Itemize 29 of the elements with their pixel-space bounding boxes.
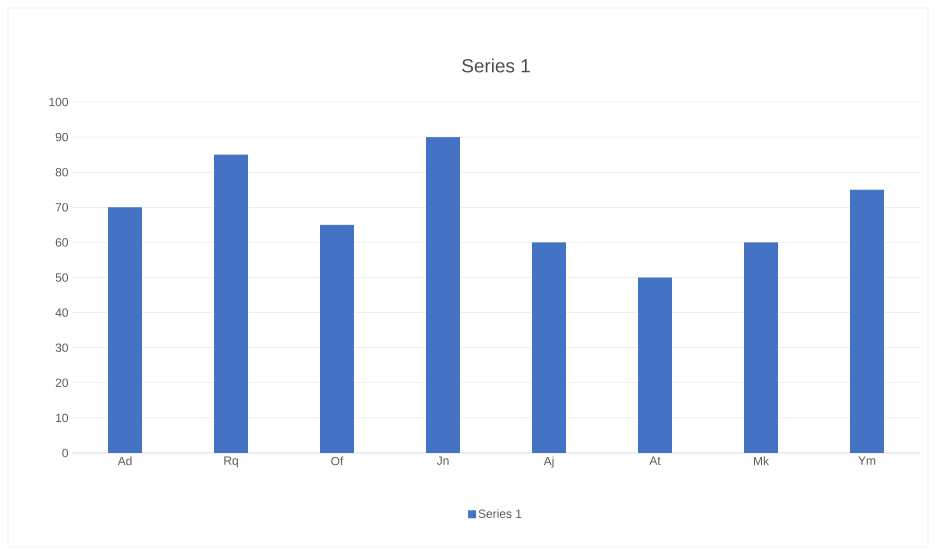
y-tick-label: 70 — [56, 203, 68, 212]
y-tick-label: 30 — [56, 343, 68, 352]
x-tick-label: Jn — [436, 456, 449, 465]
y-tick-label: 80 — [56, 168, 68, 176]
x-tick-label: At — [649, 456, 661, 465]
x-tick-label: Ad — [118, 456, 132, 466]
bar — [426, 137, 460, 453]
bar — [744, 242, 778, 453]
y-tick-label: 100 — [49, 98, 68, 106]
x-tick-label: Mk — [754, 456, 769, 466]
x-tick-label: Of — [331, 456, 344, 466]
bar — [320, 224, 354, 453]
x-tick-label: Ym — [858, 456, 876, 465]
bar — [532, 242, 566, 453]
legend-label: Series 1 — [478, 509, 522, 518]
chart-title: Series 1 — [462, 58, 530, 72]
y-tick-label: 50 — [56, 273, 68, 282]
bar — [214, 154, 248, 453]
y-tick-label: 60 — [56, 238, 68, 247]
bar — [638, 277, 672, 453]
y-tick-label: 10 — [56, 414, 68, 422]
x-tick-label: Rq — [224, 456, 238, 468]
bar — [108, 207, 142, 453]
bar — [850, 190, 884, 453]
y-tick-label: 0 — [62, 448, 68, 458]
y-tick-label: 90 — [56, 132, 68, 142]
y-tick-label: 20 — [56, 378, 68, 388]
x-tick-label: Aj — [544, 456, 554, 468]
y-tick-label: 40 — [55, 308, 68, 317]
